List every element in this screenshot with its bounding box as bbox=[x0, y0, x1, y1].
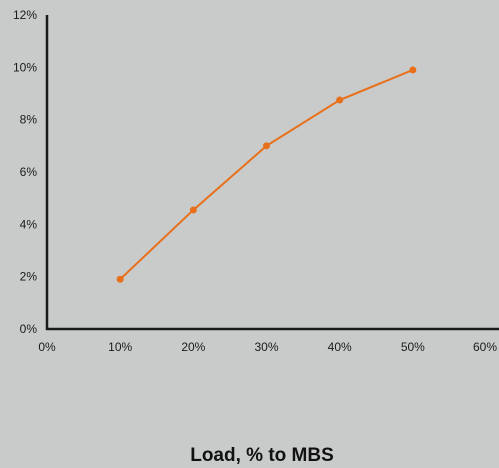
data-point bbox=[116, 275, 124, 283]
y-tick-label: 2% bbox=[20, 270, 38, 284]
data-point bbox=[189, 206, 197, 214]
y-tick-label: 4% bbox=[20, 217, 38, 231]
x-tick-label: 20% bbox=[181, 340, 205, 354]
y-tick-label: 6% bbox=[20, 165, 38, 179]
y-tick-labels: 0% 2% 4% 6% 8% 10% 12% bbox=[13, 8, 37, 336]
x-tick-label: 30% bbox=[254, 340, 278, 354]
data-point bbox=[336, 96, 344, 104]
series-line bbox=[119, 69, 414, 281]
x-tick-label: 50% bbox=[401, 340, 425, 354]
y-tick-label: 12% bbox=[13, 8, 37, 22]
x-tick-label: 0% bbox=[38, 340, 56, 354]
axes bbox=[45, 15, 499, 331]
x-axis-title: Load, % to MBS bbox=[190, 445, 334, 466]
x-tick-label: 40% bbox=[328, 340, 352, 354]
data-point bbox=[263, 142, 270, 150]
y-tick-label: 8% bbox=[20, 113, 38, 127]
x-tick-label: 10% bbox=[108, 340, 132, 354]
y-tick-label: 0% bbox=[20, 322, 38, 336]
x-tick-label: 60% bbox=[473, 340, 497, 354]
x-tick-labels: 0% 10% 20% 30% 40% 50% 60% bbox=[38, 340, 497, 354]
data-point bbox=[409, 66, 417, 74]
y-tick-label: 10% bbox=[13, 60, 37, 74]
series-group bbox=[116, 66, 417, 283]
